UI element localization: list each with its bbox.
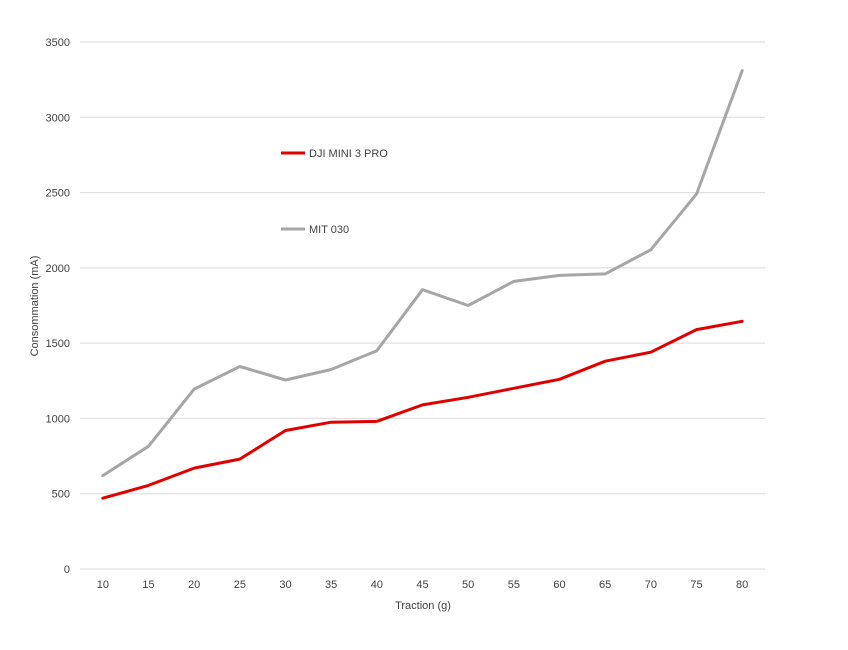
y-axis-ticks: 0 500 1000 1500 2000 2500 3000 3500 [46, 37, 70, 576]
x-tick-label: 75 [690, 579, 702, 591]
x-tick-label: 55 [508, 579, 520, 591]
series-lines [101, 69, 744, 500]
x-axis-ticks: 10 15 20 25 30 35 40 45 50 55 60 65 70 75 80 [97, 579, 749, 591]
x-tick-label: 15 [142, 579, 154, 591]
y-tick-label: 3000 [46, 112, 70, 124]
x-tick-label: 65 [599, 579, 611, 591]
gridlines [80, 41, 765, 495]
y-tick-label: 1500 [46, 338, 70, 350]
y-tick-label: 1000 [46, 413, 70, 425]
series-line [101, 319, 744, 500]
x-tick-label: 50 [462, 579, 474, 591]
x-tick-label: 30 [279, 579, 291, 591]
y-tick-label: 2000 [46, 263, 70, 275]
x-tick-label: 25 [234, 579, 246, 591]
x-tick-label: 80 [736, 579, 748, 591]
x-tick-label: 40 [371, 579, 383, 591]
y-tick-label: 3500 [46, 37, 70, 49]
y-tick-label: 0 [64, 564, 70, 576]
legend-label: DJI MINI 3 PRO [309, 148, 388, 160]
legend-label: MIT 030 [309, 224, 349, 236]
y-tick-label: 2500 [46, 188, 70, 200]
x-tick-label: 10 [97, 579, 109, 591]
legend: DJI MINI 3 PRO MIT 030 [281, 148, 388, 236]
x-tick-label: 70 [645, 579, 657, 591]
x-axis-label: Traction (g) [395, 600, 451, 612]
y-axis-label: Consommation (mA) [29, 256, 41, 357]
x-tick-label: 60 [553, 579, 565, 591]
x-tick-label: 20 [188, 579, 200, 591]
y-tick-label: 500 [52, 489, 70, 501]
x-tick-label: 35 [325, 579, 337, 591]
series-line [101, 69, 744, 478]
x-tick-label: 45 [416, 579, 428, 591]
